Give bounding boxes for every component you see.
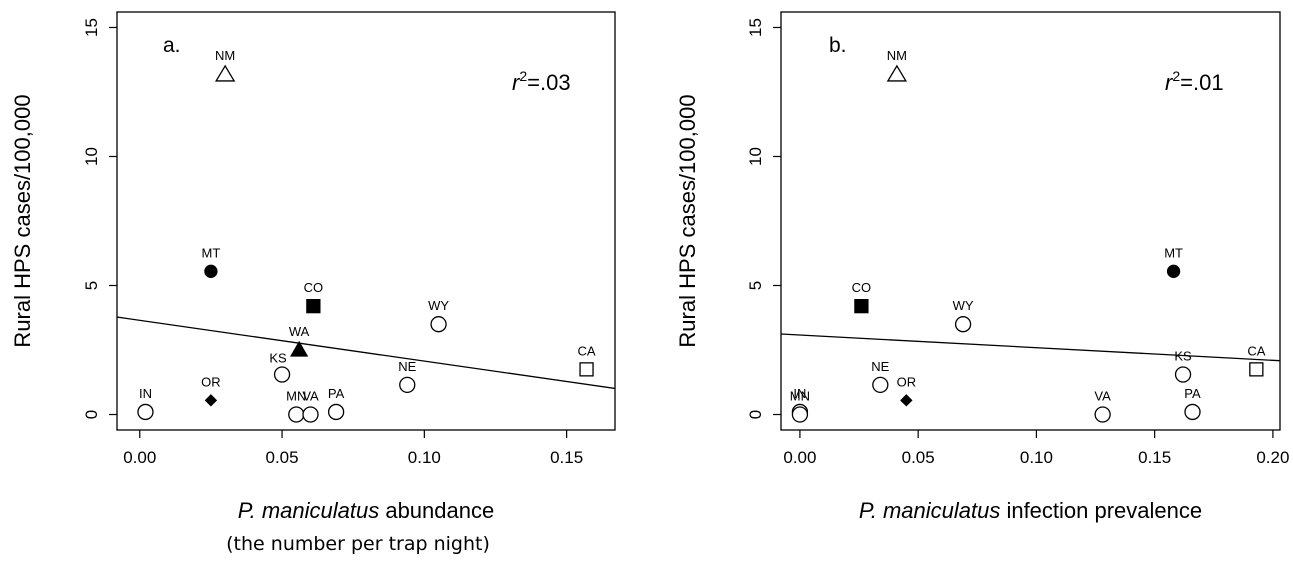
point-mn-marker bbox=[288, 406, 305, 423]
x-tick-label: 0.15 bbox=[550, 448, 583, 467]
point-nm-marker bbox=[886, 64, 908, 82]
y-tick-label: 15 bbox=[746, 18, 765, 37]
r-squared-annotation: r2=.03 bbox=[512, 68, 571, 95]
point-ks-marker bbox=[273, 366, 291, 383]
x-axis-label-measure: abundance bbox=[379, 498, 494, 523]
point-mn-label: MN bbox=[790, 389, 810, 404]
point-ca-label: CA bbox=[1247, 343, 1265, 358]
point-mt-label: MT bbox=[1164, 245, 1183, 260]
y-axis-label: Rural HPS cases/100,000 bbox=[10, 94, 35, 347]
point-ne-marker bbox=[399, 376, 416, 393]
x-axis-label-measure: infection prevalence bbox=[1000, 498, 1202, 523]
point-mt-marker bbox=[1166, 264, 1181, 278]
point-ca-marker bbox=[1249, 362, 1264, 377]
y-tick-label: 0 bbox=[746, 410, 765, 419]
point-co-label: CO bbox=[304, 280, 324, 295]
point-ne-label: NE bbox=[398, 359, 416, 374]
r-superscript: 2 bbox=[1172, 68, 1180, 84]
point-ne-marker bbox=[872, 376, 889, 393]
point-wy-label: WY bbox=[428, 298, 449, 313]
point-mt-label: MT bbox=[202, 245, 221, 260]
point-in-marker bbox=[137, 403, 154, 421]
point-co-label: CO bbox=[852, 280, 872, 295]
point-wa-label: WA bbox=[289, 324, 310, 339]
point-in-label: IN bbox=[793, 386, 806, 401]
point-co-marker bbox=[306, 298, 321, 314]
point-pa-marker bbox=[327, 403, 345, 421]
x-axis-label-species: P. maniculatus bbox=[238, 498, 379, 523]
x-tick-label: 0.05 bbox=[266, 448, 299, 467]
point-co-marker bbox=[854, 298, 869, 314]
point-ne-label: NE bbox=[871, 359, 889, 374]
plot-frame bbox=[780, 11, 1281, 431]
x-axis-label: P. maniculatus abundance bbox=[238, 498, 494, 523]
point-nm-marker bbox=[214, 64, 236, 82]
x-tick-label: 0.15 bbox=[1138, 448, 1171, 467]
point-wy-marker bbox=[430, 316, 447, 333]
x-tick-label: 0.00 bbox=[123, 448, 156, 467]
y-tick-label: 10 bbox=[746, 147, 765, 166]
y-tick-label: 5 bbox=[82, 281, 101, 290]
point-ks-label: KS bbox=[1174, 349, 1192, 364]
y-tick-label: 0 bbox=[82, 410, 101, 419]
x-axis-label: P. maniculatus infection prevalence bbox=[859, 498, 1202, 523]
point-nm-label: NM bbox=[887, 48, 907, 63]
r-symbol: r bbox=[1165, 70, 1174, 95]
panel-a: 0.00 0.05 0.10 0.15 0 5 10 15 Rural HPS cases/10… bbox=[10, 11, 616, 555]
y-tick-label: 10 bbox=[82, 147, 101, 166]
panel-b: 0.00 0.05 0.10 0.15 0.20 0 5 10 15 Rural HPS case… bbox=[675, 11, 1289, 523]
r-squared-annotation: r2=.01 bbox=[1165, 68, 1224, 95]
regression-line bbox=[117, 316, 615, 390]
point-or-label: OR bbox=[201, 374, 221, 389]
point-va-marker bbox=[302, 406, 319, 423]
y-axis-label: Rural HPS cases/100,000 bbox=[675, 94, 700, 347]
point-or-label: OR bbox=[897, 374, 917, 389]
plot-frame bbox=[116, 11, 616, 431]
panel-label: a. bbox=[163, 34, 181, 57]
point-ca-label: CA bbox=[578, 343, 596, 358]
point-or-marker bbox=[204, 394, 218, 407]
point-va-marker bbox=[1094, 406, 1111, 423]
point-va-label: VA bbox=[302, 389, 319, 404]
r-value: =.01 bbox=[1180, 70, 1223, 95]
point-or-marker bbox=[900, 394, 913, 407]
point-va-label: VA bbox=[1094, 389, 1111, 404]
point-pa-marker bbox=[1184, 403, 1201, 421]
point-mn-label: MN bbox=[286, 389, 306, 404]
r-superscript: 2 bbox=[519, 68, 527, 84]
regression-line bbox=[781, 333, 1280, 362]
x-tick-label: 0.20 bbox=[1256, 448, 1289, 467]
point-nm-label: NM bbox=[215, 48, 235, 63]
point-ks-label: KS bbox=[269, 351, 287, 366]
point-mt-marker bbox=[204, 264, 218, 278]
point-wy-label: WY bbox=[953, 298, 974, 313]
r-symbol: r bbox=[512, 70, 521, 95]
panel-label: b. bbox=[829, 34, 847, 57]
point-wy-marker bbox=[954, 316, 972, 333]
y-tick-label: 5 bbox=[746, 281, 765, 290]
point-wa-marker bbox=[290, 340, 309, 357]
point-in-label: IN bbox=[139, 386, 152, 401]
x-axis-label-species: P. maniculatus bbox=[859, 498, 1000, 523]
x-axis-label-units: (the number per trap night) bbox=[226, 533, 490, 555]
x-tick-label: 0.10 bbox=[1020, 448, 1053, 467]
x-tick-label: 0.00 bbox=[783, 448, 816, 467]
x-tick-label: 0.10 bbox=[408, 448, 441, 467]
r-value: =.03 bbox=[527, 70, 570, 95]
point-pa-label: PA bbox=[328, 386, 345, 401]
x-tick-label: 0.05 bbox=[902, 448, 935, 467]
y-tick-label: 15 bbox=[82, 18, 101, 37]
point-mn-marker bbox=[791, 406, 809, 423]
point-pa-label: PA bbox=[1184, 386, 1201, 401]
point-ks-marker bbox=[1174, 366, 1192, 383]
point-ca-marker bbox=[579, 362, 594, 377]
